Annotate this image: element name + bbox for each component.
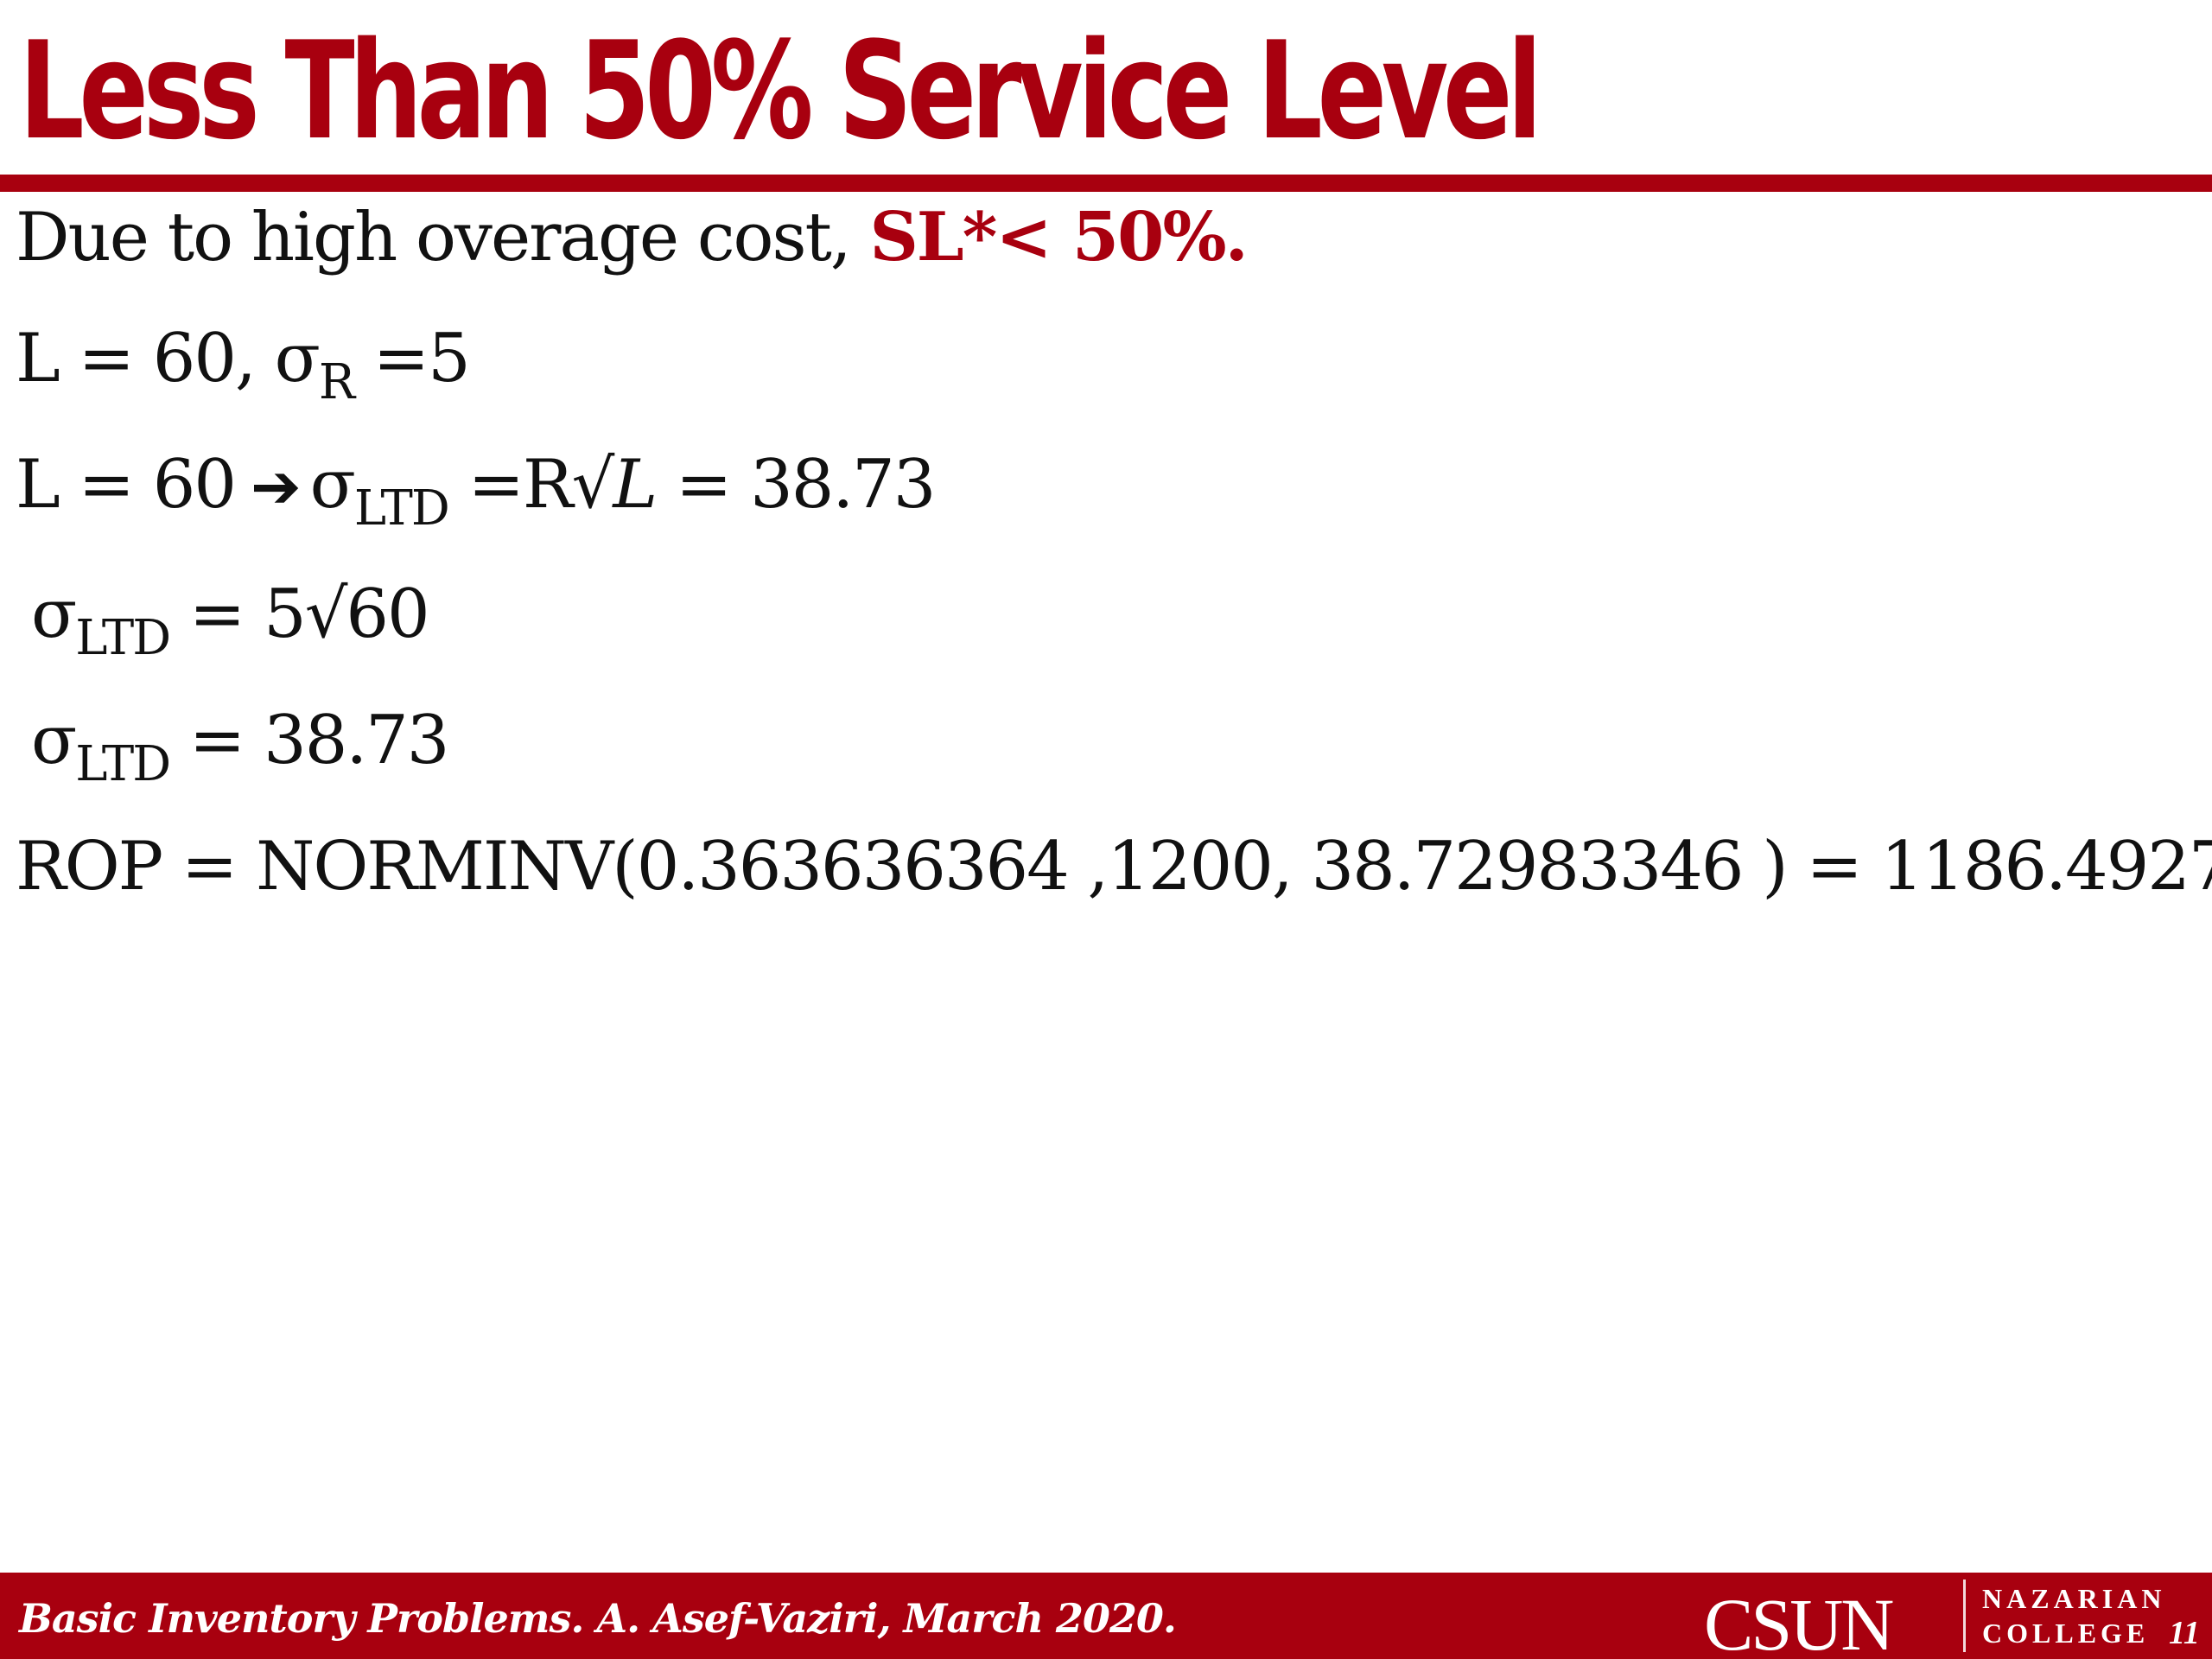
logo-line-college: COLLEGE [1982, 1618, 2150, 1649]
formula-sigma-subscript: LTD [353, 480, 450, 537]
formula-r-sqrt: =R√ [448, 446, 615, 524]
line-ltd-result: σLTD = 38.73 [31, 707, 449, 789]
line-overage: Due to high overage cost, SL*< 50%. [16, 204, 1249, 272]
footer-citation: Basic Inventory Problems. A. Asef-Vaziri… [19, 1595, 1177, 1642]
right-arrow-icon: ➔ [251, 451, 302, 522]
sigma-subscript-r: R [318, 354, 355, 410]
line-given-values: L = 60, σR =5 [16, 325, 471, 407]
line-ltd-substitution: σLTD = 5√60 [31, 581, 430, 663]
line-overage-text: Due to high overage cost, [16, 199, 870, 276]
subst-expression: = 5√60 [169, 575, 430, 653]
formula-result: = 38.73 [656, 446, 936, 524]
given-l-sigma: L = 60, σ [16, 320, 321, 397]
result-sigma: σ [31, 702, 77, 779]
title-rule [0, 175, 2212, 192]
line-ltd-formula: L = 60 ➔ σLTD =R√L = 38.73 [16, 451, 936, 533]
page-number: 11 [2169, 1615, 2200, 1651]
logo-csun-wordmark: CSUN [1704, 1583, 1894, 1659]
slide-title: Less Than 50% Service Level [19, 13, 1542, 170]
subst-sigma-subscript: LTD [75, 610, 171, 666]
line-rop: ROP = NORMINV(0.363636364 ,1200, 38.7298… [16, 833, 2212, 900]
logo-line-nazarian: NAZARIAN [1982, 1583, 2166, 1614]
result-value: = 38.73 [169, 702, 449, 779]
logo-divider [1963, 1580, 1966, 1652]
given-sigma-value: =5 [353, 320, 471, 397]
service-level-highlight: SL*< 50%. [869, 198, 1248, 276]
footer-bar: Basic Inventory Problems. A. Asef-Vaziri… [0, 1573, 2212, 1659]
formula-sigma: σ [309, 446, 356, 524]
subst-sigma: σ [31, 575, 77, 653]
csun-nazarian-logo: CSUN NAZARIAN COLLEGE 11 [1704, 1573, 2212, 1659]
formula-l-variable: L [613, 446, 658, 524]
formula-l-value: L = 60 [16, 446, 237, 524]
rop-formula: ROP = NORMINV(0.363636364 ,1200, 38.7298… [16, 828, 2212, 906]
result-sigma-subscript: LTD [75, 736, 171, 792]
